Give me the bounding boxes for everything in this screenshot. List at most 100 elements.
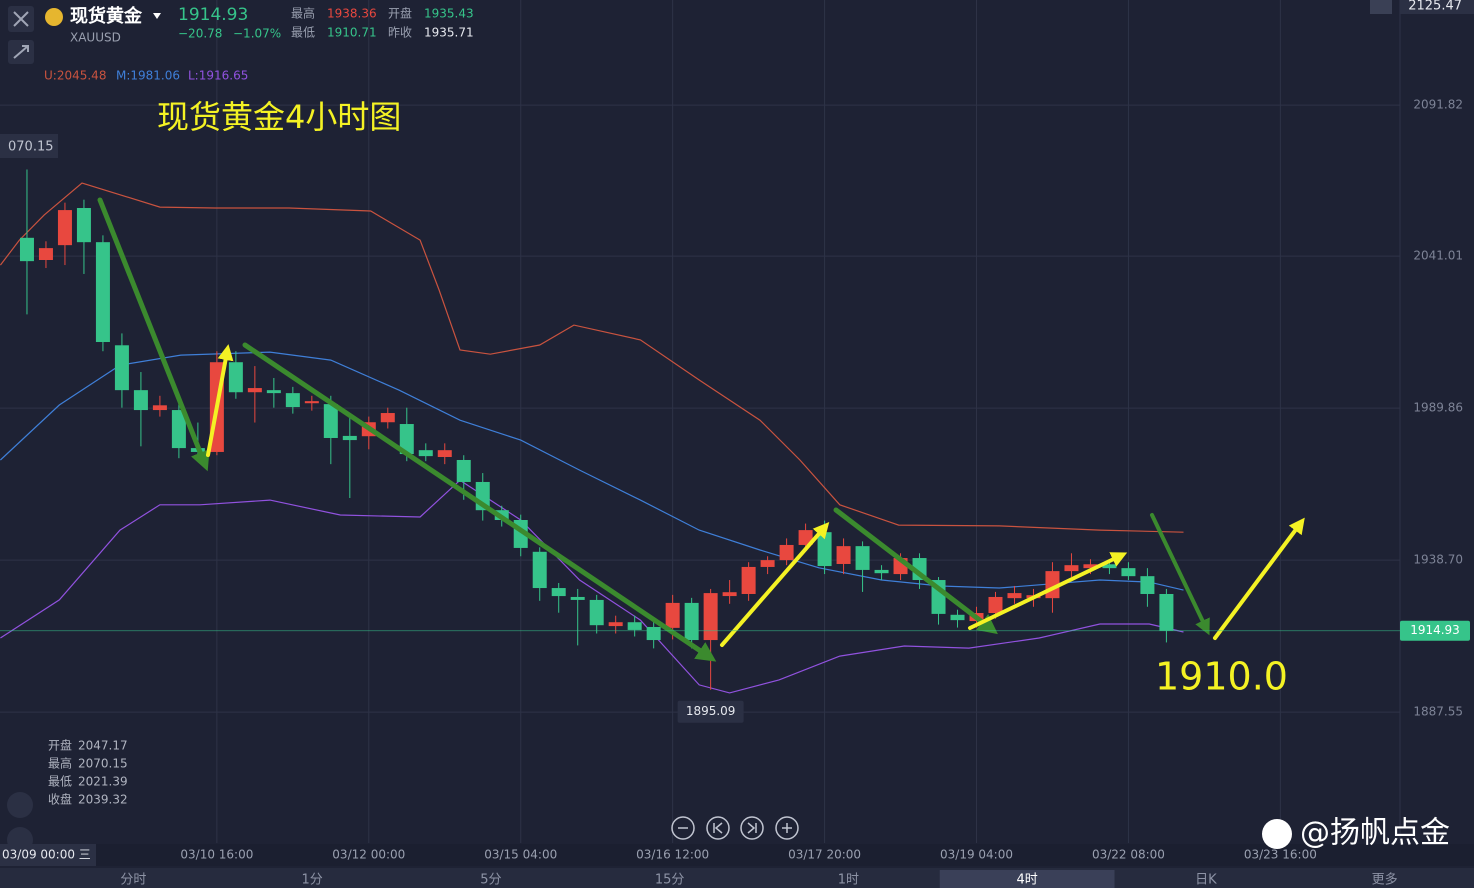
zoom-in-button[interactable] (775, 816, 799, 840)
ohlc-label: 开盘 (48, 738, 72, 753)
zoom-out-button[interactable] (671, 816, 695, 840)
trend-arrows (97, 197, 1305, 662)
band-legend: U:2045.48 (44, 69, 106, 83)
candle-body (133, 390, 148, 411)
tab-bar (0, 868, 1474, 888)
candle-body (988, 596, 1003, 614)
symbol-code: XAUUSD (70, 31, 121, 45)
change: −20.78 (178, 27, 222, 41)
candle-body (437, 450, 452, 458)
candle-body (342, 435, 357, 441)
watermark: @扬帆点金 (1300, 816, 1450, 851)
candle-body (95, 242, 110, 343)
last-price-label: 1914.93 (1410, 623, 1460, 637)
candle-body (399, 424, 414, 455)
y-tick-label: 1887.55 (1413, 705, 1463, 719)
candle-body (1007, 593, 1022, 599)
candle-body (1083, 564, 1098, 569)
x-tick-label: 03/23 16:00 (1244, 848, 1317, 862)
top-value-box (1400, 0, 1474, 14)
candle-body (247, 388, 262, 393)
candle-body (703, 593, 718, 641)
top-value: 2125.47 (1408, 0, 1462, 14)
annotation: 1910.0 (1155, 655, 1288, 699)
tab[interactable]: 15分 (655, 873, 685, 888)
shrink-icon (13, 45, 29, 59)
low-label: 1895.09 (686, 704, 736, 718)
x-tick-label: 03/10 16:00 (180, 848, 253, 862)
arrow (833, 507, 998, 635)
candle-body (456, 459, 471, 482)
left-value: 070.15 (8, 140, 54, 155)
candle-body (323, 404, 338, 438)
candle-body (798, 530, 813, 545)
candle-body (38, 248, 53, 261)
last-price: 1914.93 (178, 5, 248, 25)
candle-body (779, 544, 794, 561)
ohlc-label: 收盘 (48, 792, 72, 807)
x-tick-label: 03/15 04:00 (484, 848, 557, 862)
close-icon (13, 11, 29, 27)
ohlc-label: 最高 (48, 756, 72, 771)
candle-body (950, 614, 965, 621)
y-tick-label: 1938.70 (1413, 553, 1463, 567)
tabs: 分时 1分 5分 15分 1时 4时 日K 更多 (120, 870, 1398, 888)
ohlc-value: 2039.32 (78, 793, 128, 807)
x-tick-label: 03/19 04:00 (940, 848, 1013, 862)
candle-body (874, 569, 889, 574)
tab[interactable]: 5分 (480, 873, 501, 888)
candle-body (171, 410, 186, 449)
symbol-name[interactable]: 现货黄金 (70, 5, 143, 27)
arrow (242, 342, 717, 662)
x-tick-label: 03/12 00:00 (332, 848, 405, 862)
candle-body (855, 546, 870, 570)
tool-button[interactable] (7, 792, 33, 818)
arrow (1213, 517, 1305, 640)
x-axis: 03/10 16:00 03/12 00:00 03/15 04:00 03/16 1… (180, 848, 1316, 862)
overlay: U:2045.48 M:1981.06 L:1916.65 1914.93 1895.0… (0, 69, 1470, 723)
crosshair-label-box (0, 844, 96, 866)
candle-body (152, 405, 167, 411)
candle-body (57, 210, 72, 246)
low-label-box (677, 700, 744, 723)
rewind-button[interactable] (706, 816, 730, 840)
y-tick-label: 1989.86 (1413, 401, 1463, 415)
stat-value: 1910.71 (327, 26, 377, 40)
tab[interactable]: 分时 (120, 873, 146, 888)
candle-body (532, 551, 547, 589)
arrow (206, 344, 234, 457)
crosshair-label: 03/09 00:00 三 (2, 848, 91, 862)
band-legend: L:1916.65 (188, 69, 248, 83)
candle-body (817, 532, 832, 567)
chart-title: 现货黄金4小时图 (157, 98, 401, 136)
forward-button[interactable] (740, 816, 764, 840)
ohlc-value: 2047.17 (78, 739, 128, 753)
arrow (720, 521, 830, 647)
tab[interactable]: 1时 (838, 873, 859, 888)
stat-label: 开盘 (388, 6, 412, 21)
icon (713, 822, 723, 834)
stat-label: 最高 (291, 6, 315, 21)
tab[interactable]: 4时 (1016, 873, 1037, 888)
candle-body (608, 622, 623, 627)
candle-body (380, 413, 395, 423)
candle-body (646, 626, 661, 641)
band-legend: M:1981.06 (116, 69, 180, 83)
y-tick-label: 2091.82 (1413, 98, 1463, 112)
alert-button[interactable] (1370, 0, 1392, 14)
tab[interactable]: 1分 (301, 873, 322, 888)
tab[interactable]: 更多 (1372, 872, 1398, 888)
bands (0, 182, 1184, 694)
ohlc-value: 2021.39 (78, 775, 128, 789)
tab[interactable]: 日K (1195, 873, 1217, 888)
dropdown-icon[interactable] (153, 13, 161, 19)
stat-value: 1935.71 (424, 26, 474, 40)
candle-body (1140, 576, 1155, 594)
time-axis-bar (0, 844, 1474, 866)
icon (782, 823, 792, 833)
arrow (1150, 513, 1210, 636)
arrow (97, 197, 210, 472)
candle-body (684, 602, 699, 641)
band-line (0, 182, 1184, 533)
candle-body (114, 345, 129, 391)
